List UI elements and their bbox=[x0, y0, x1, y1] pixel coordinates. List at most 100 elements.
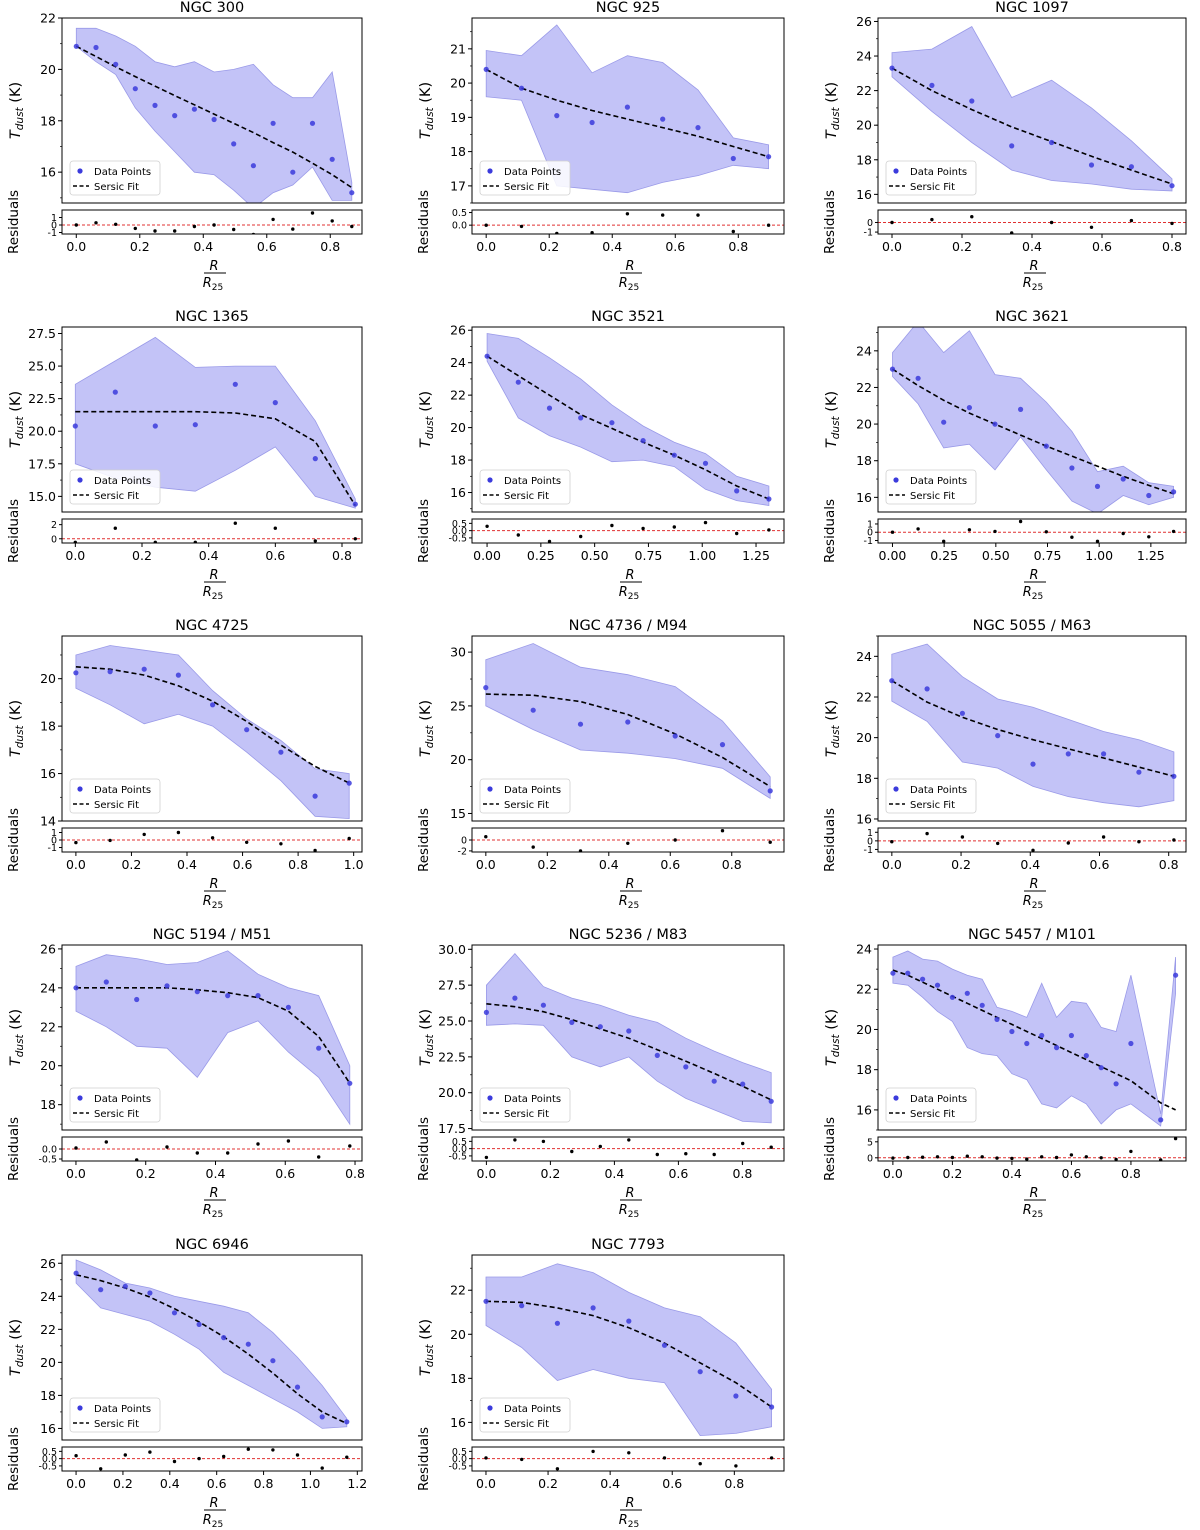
sersic-fit-line bbox=[485, 68, 769, 158]
legend-label-fit: Sersic Fit bbox=[910, 800, 955, 811]
uncertainty-band bbox=[485, 1263, 772, 1437]
y-tick-label: 24 bbox=[40, 1289, 56, 1304]
data-point bbox=[1054, 1045, 1060, 1051]
x-tick-label: 0.2 bbox=[130, 239, 150, 254]
y-label-symbol: T bbox=[8, 129, 24, 139]
subplot: NGC 5194 / M51 18 20 22 24 26 Tdust (K) Data Po… bbox=[6, 927, 365, 1220]
x-tick-label: 0.50 bbox=[982, 548, 1010, 563]
legend-label-points: Data Points bbox=[910, 167, 967, 178]
residual-point bbox=[1147, 535, 1151, 539]
residual-point bbox=[484, 1155, 489, 1160]
y-tick-label: 24 bbox=[856, 942, 872, 957]
residual-y-tick-label: 0 bbox=[51, 836, 57, 847]
residual-point bbox=[610, 523, 614, 528]
y-label-subscript: dust bbox=[424, 724, 436, 748]
legend-point-marker bbox=[893, 1095, 899, 1101]
data-point bbox=[979, 1002, 985, 1008]
x-tick-label: 0.2 bbox=[537, 857, 557, 872]
residual-point bbox=[74, 1454, 78, 1458]
x-tick-label: 0.2 bbox=[539, 239, 559, 254]
y-tick-label: 27.5 bbox=[28, 326, 56, 341]
residual-point bbox=[1084, 1155, 1089, 1159]
legend-label-fit: Sersic Fit bbox=[504, 800, 549, 811]
data-point bbox=[1024, 1040, 1030, 1047]
y-tick-label: 25 bbox=[450, 698, 466, 713]
x-label-den-subscript: 25 bbox=[212, 592, 223, 602]
y-tick-label: 22 bbox=[40, 11, 56, 26]
subplot: NGC 4725 14 16 18 20 Tdust (K) Data Points Sers… bbox=[6, 618, 364, 911]
y-axis-label: Tdust (K) bbox=[824, 1009, 842, 1066]
x-tick-label: 0.0 bbox=[476, 1166, 496, 1181]
residual-y-tick-label: 0.5 bbox=[452, 1447, 467, 1458]
x-tick-label: 0.8 bbox=[1162, 239, 1182, 254]
y-label-symbol: T bbox=[824, 129, 840, 139]
y-tick-label: 18 bbox=[450, 1371, 466, 1386]
data-point bbox=[152, 423, 158, 429]
y-tick-label: 20 bbox=[40, 1355, 56, 1370]
subplot: NGC 5457 / M101 16 18 20 22 24 Tdust (K) Data P… bbox=[822, 927, 1187, 1220]
data-point bbox=[540, 1002, 547, 1008]
x-tick-label: 1.00 bbox=[688, 548, 716, 563]
y-tick-label: 14 bbox=[40, 814, 56, 829]
y-tick-label: 20 bbox=[450, 752, 466, 767]
data-point bbox=[959, 710, 966, 716]
residual-point bbox=[353, 537, 357, 541]
x-tick-label: 0.2 bbox=[951, 857, 971, 872]
residual-point bbox=[965, 1154, 969, 1158]
data-point bbox=[172, 113, 178, 119]
x-tick-label: 0.6 bbox=[275, 1166, 295, 1181]
x-tick-label: 0.2 bbox=[121, 857, 141, 872]
residual-point bbox=[625, 212, 630, 216]
residual-point bbox=[1114, 1157, 1118, 1161]
residual-point bbox=[1129, 1149, 1133, 1154]
residual-point bbox=[279, 842, 283, 846]
sersic-fit-line bbox=[75, 1274, 348, 1425]
y-tick-label: 17 bbox=[450, 178, 466, 193]
x-label-numerator: R bbox=[625, 1496, 634, 1511]
x-label-den-subscript: 25 bbox=[628, 592, 639, 602]
y-axis-label: Tdust (K) bbox=[418, 82, 436, 139]
x-label-den-symbol: R bbox=[1023, 894, 1032, 909]
y-tick-label: 18 bbox=[450, 453, 466, 468]
data-point bbox=[966, 405, 973, 411]
residual-point bbox=[484, 835, 488, 839]
y-tick-label: 26 bbox=[40, 941, 56, 956]
legend-point-marker bbox=[77, 1095, 83, 1101]
data-point bbox=[530, 707, 536, 713]
residual-point bbox=[347, 836, 351, 841]
y-tick-label: 27.5 bbox=[438, 978, 466, 993]
residual-point bbox=[193, 540, 197, 543]
x-tick-label: 0.75 bbox=[1034, 548, 1062, 563]
residual-point bbox=[769, 1145, 773, 1149]
y-tick-label: 22.5 bbox=[28, 391, 56, 406]
residual-y-tick-label: -1 bbox=[864, 536, 873, 547]
x-tick-label: 0.0 bbox=[66, 857, 86, 872]
residual-point bbox=[626, 841, 630, 845]
data-point bbox=[671, 452, 677, 458]
x-label-den-symbol: R bbox=[1023, 276, 1032, 291]
legend-box bbox=[69, 1087, 161, 1123]
y-label-unit: (K) bbox=[824, 1009, 840, 1034]
x-label-denominator: R25 bbox=[619, 894, 640, 911]
legend-label-points: Data Points bbox=[504, 785, 561, 796]
residual-point bbox=[104, 1140, 109, 1144]
legend: Data Points Sersic Fit bbox=[69, 778, 161, 814]
y-tick-label: 20 bbox=[40, 62, 56, 77]
data-point bbox=[152, 102, 158, 108]
data-point bbox=[1101, 751, 1107, 757]
plot-area bbox=[889, 26, 1175, 192]
residual-point bbox=[1137, 840, 1141, 844]
data-point bbox=[210, 702, 216, 708]
residual-y-tick-label: 0 bbox=[51, 221, 57, 232]
residual-point bbox=[1170, 221, 1174, 226]
data-point bbox=[316, 1045, 322, 1051]
chart-title: NGC 3621 bbox=[995, 309, 1069, 325]
residual-point bbox=[153, 229, 157, 233]
residual-point bbox=[291, 227, 295, 231]
x-label-numerator: R bbox=[209, 568, 218, 583]
residual-point bbox=[1173, 1137, 1178, 1141]
legend-label-points: Data Points bbox=[94, 1094, 151, 1105]
x-tick-label: 0.6 bbox=[665, 239, 685, 254]
residual-point bbox=[950, 1155, 955, 1160]
